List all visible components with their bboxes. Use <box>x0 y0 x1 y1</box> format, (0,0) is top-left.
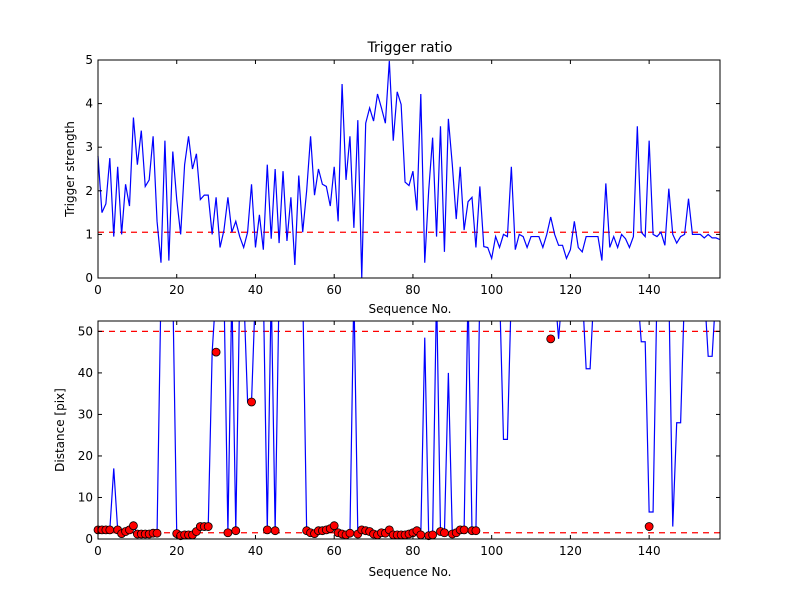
marker-layer <box>93 334 654 541</box>
y-tick-label: 5 <box>85 53 93 67</box>
marker-point <box>644 522 654 531</box>
x-tick-label: 0 <box>94 544 102 558</box>
tick-layer: 0 20 40 60 80 100 120 140 0 1 2 3 4 5 <box>85 53 720 297</box>
marker-point <box>152 528 162 538</box>
marker-point <box>440 528 449 538</box>
plot-area <box>98 60 720 278</box>
chart-title: Trigger ratio <box>366 40 452 56</box>
marker-point <box>129 521 138 531</box>
y-tick-label: 4 <box>85 97 93 111</box>
series-line <box>97 60 721 279</box>
x-tick-label: 80 <box>405 544 420 558</box>
y-tick-label: 0 <box>85 271 93 285</box>
x-tick-label: 40 <box>248 283 263 297</box>
marker-point <box>329 521 339 531</box>
y-tick-label: 30 <box>78 407 93 421</box>
y-tick-label: 2 <box>85 184 93 198</box>
y-axis-label: Distance [pix] <box>53 388 67 472</box>
y-tick-label: 3 <box>85 140 93 154</box>
x-tick-label: 140 <box>638 544 661 558</box>
y-tick-label: 10 <box>78 490 93 504</box>
x-tick-label: 40 <box>248 544 263 558</box>
marker-point <box>211 347 221 357</box>
distance-chart: 0 20 40 60 80 100 120 140 0 10 20 30 40 50 Sequence N… <box>53 320 721 579</box>
marker-point <box>471 526 481 536</box>
plot-frame <box>97 320 721 540</box>
y-tick-label: 50 <box>78 324 93 338</box>
plot-frame <box>97 59 721 279</box>
marker-point <box>546 334 556 344</box>
marker-point <box>231 526 241 536</box>
plot-area <box>98 321 720 539</box>
marker-point <box>262 525 272 535</box>
series-layer <box>97 60 721 279</box>
x-axis-label: Sequence No. <box>369 302 452 316</box>
marker-point <box>223 528 233 538</box>
marker-point <box>247 397 256 407</box>
marker-point <box>270 526 280 536</box>
y-tick-label: 1 <box>85 227 93 241</box>
x-tick-label: 120 <box>559 544 582 558</box>
trigger-ratio-chart: Trigger ratio 0 20 40 60 80 100 120 140 0 1 2 3 4 5 S… <box>63 40 721 316</box>
marker-point <box>428 530 438 540</box>
x-axis-label: Sequence No. <box>369 565 452 579</box>
x-tick-label: 140 <box>638 283 661 297</box>
x-tick-label: 100 <box>480 544 503 558</box>
x-tick-label: 60 <box>327 544 342 558</box>
marker-point <box>416 530 426 540</box>
x-tick-label: 0 <box>94 283 102 297</box>
marker-point <box>105 525 115 535</box>
x-tick-label: 80 <box>405 283 420 297</box>
marker-point <box>203 522 213 531</box>
y-tick-label: 20 <box>78 449 93 463</box>
y-tick-label: 40 <box>78 366 93 380</box>
x-tick-label: 20 <box>169 283 184 297</box>
x-tick-label: 120 <box>559 283 582 297</box>
y-tick-label: 0 <box>85 532 93 546</box>
x-tick-label: 100 <box>480 283 503 297</box>
y-axis-label: Trigger strength <box>63 121 77 218</box>
marker-point <box>345 528 355 538</box>
marker-point <box>459 525 469 535</box>
tick-layer: 0 20 40 60 80 100 120 140 0 10 20 30 40 50 <box>78 321 720 558</box>
x-tick-label: 60 <box>327 283 342 297</box>
x-tick-label: 20 <box>169 544 184 558</box>
